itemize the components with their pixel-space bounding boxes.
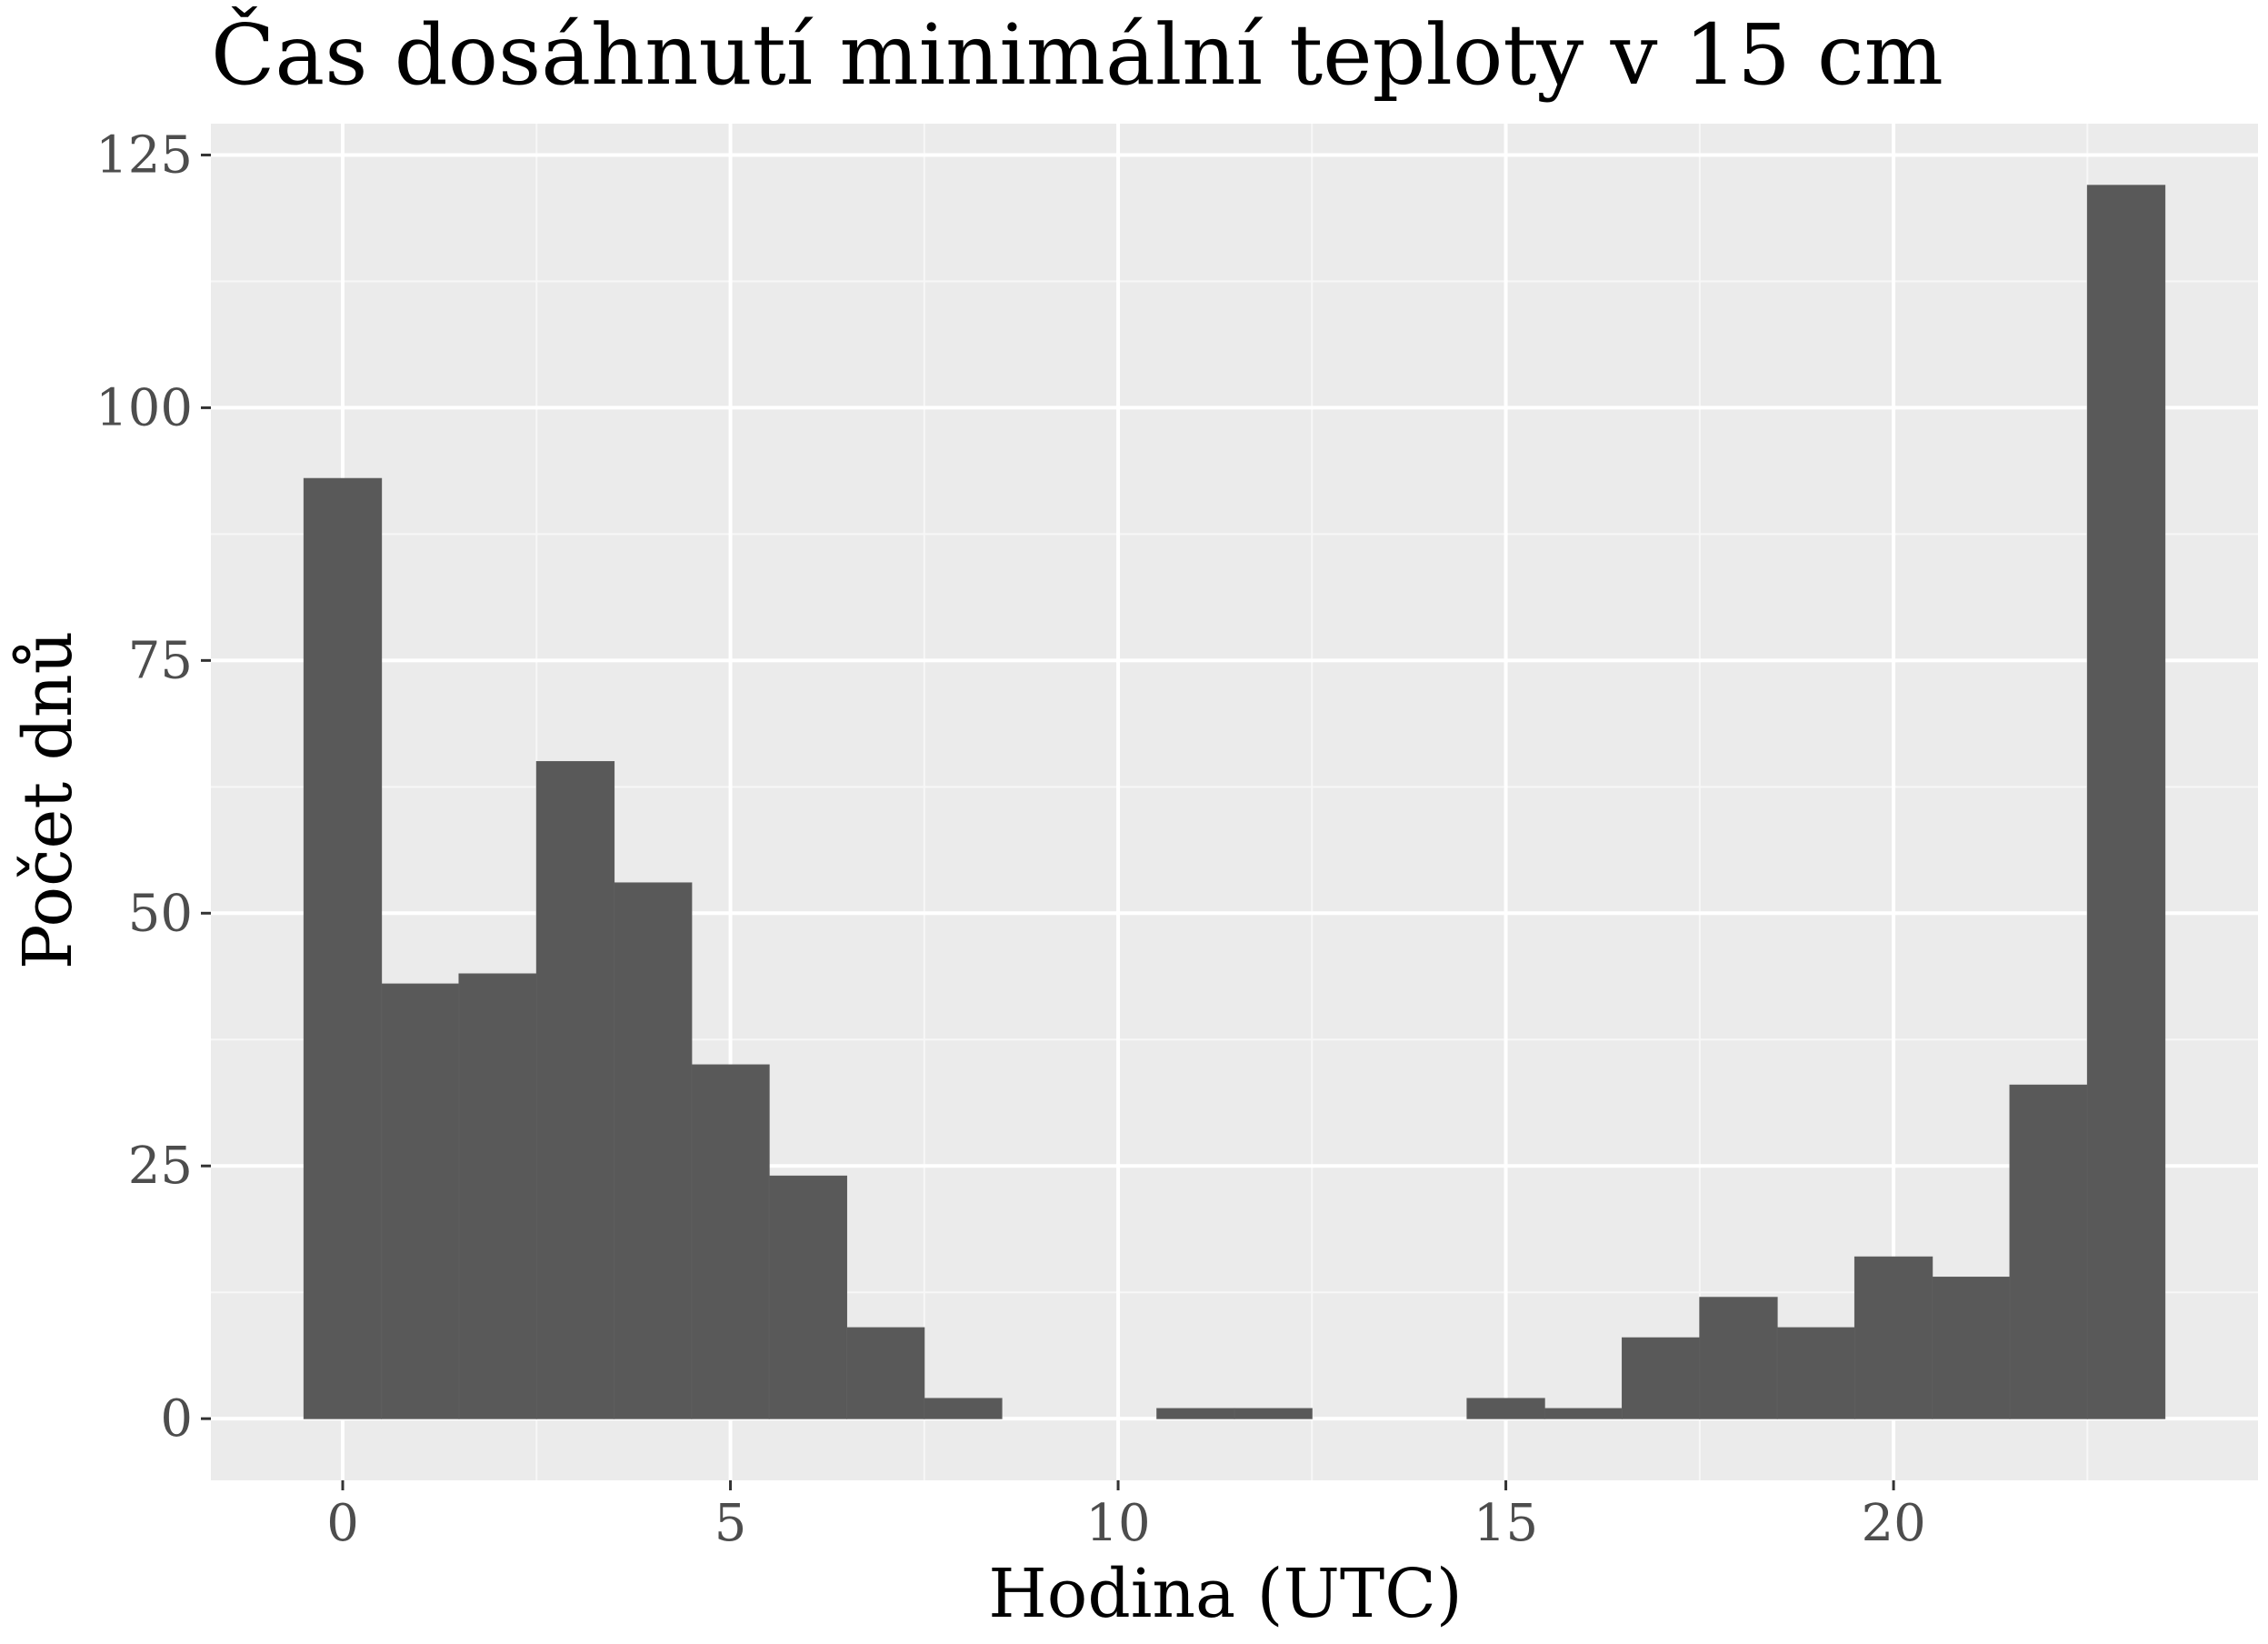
y-tick-label: 25 bbox=[128, 1137, 193, 1196]
histogram-bar-hour-7 bbox=[845, 1327, 925, 1419]
y-tick-label: 50 bbox=[128, 884, 193, 943]
x-tick-label: 20 bbox=[1861, 1494, 1925, 1553]
histogram-bar-hour-3 bbox=[535, 761, 615, 1419]
histogram-bar-hour-20 bbox=[1853, 1256, 1933, 1419]
chart-title: Čas dosáhnutí minimální teploty v 15 cm bbox=[211, 5, 1943, 104]
histogram-bar-hour-2 bbox=[458, 973, 537, 1419]
x-tick-label: 15 bbox=[1474, 1494, 1538, 1553]
histogram-bar-hour-5 bbox=[691, 1064, 770, 1419]
histogram-bar-hour-15 bbox=[1466, 1398, 1545, 1419]
y-tick-label: 75 bbox=[128, 631, 193, 690]
histogram-bar-hour-16 bbox=[1544, 1408, 1624, 1419]
histogram-bar-hour-1 bbox=[381, 983, 460, 1419]
histogram-bar-hour-17 bbox=[1622, 1337, 1701, 1419]
y-tick-label: 100 bbox=[95, 378, 193, 437]
x-tick-label: 10 bbox=[1085, 1494, 1150, 1553]
histogram-bar-hour-21 bbox=[1932, 1277, 2011, 1419]
x-tick-label: 0 bbox=[326, 1494, 359, 1553]
axis-tick-labels: 0 5 10 15 20 0 25 50 75 100 125 bbox=[95, 125, 1926, 1553]
histogram-bar-hour-8 bbox=[924, 1398, 1003, 1419]
histogram-bar-hour-11 bbox=[1156, 1408, 1235, 1419]
histogram-bar-hour-22 bbox=[2009, 1084, 2088, 1419]
histogram-bar-hour-0 bbox=[303, 477, 383, 1419]
histogram-bars bbox=[303, 185, 2166, 1419]
histogram-bar-hour-12 bbox=[1234, 1408, 1313, 1419]
x-axis-title: Hodina (UTC) bbox=[988, 1555, 1463, 1633]
y-axis-title: Počet dnů bbox=[9, 631, 87, 970]
axis-ticks bbox=[201, 153, 1895, 1490]
histogram-bar-hour-18 bbox=[1699, 1297, 1778, 1419]
histogram-bar-hour-23 bbox=[2086, 185, 2166, 1419]
histogram-bar-hour-19 bbox=[1776, 1327, 1855, 1419]
y-tick-label: 0 bbox=[160, 1389, 193, 1449]
histogram-bar-hour-4 bbox=[614, 882, 693, 1419]
y-tick-label: 125 bbox=[95, 125, 193, 185]
histogram-bar-hour-6 bbox=[768, 1175, 847, 1419]
x-tick-label: 5 bbox=[714, 1494, 747, 1553]
